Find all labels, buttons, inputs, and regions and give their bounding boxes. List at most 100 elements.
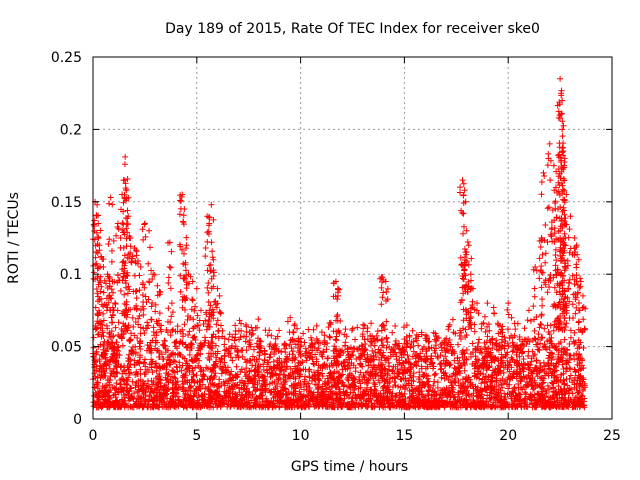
scatter-point bbox=[94, 324, 101, 331]
scatter-point bbox=[457, 184, 464, 191]
scatter-point bbox=[109, 201, 116, 208]
scatter-point bbox=[196, 317, 203, 324]
scatter-point bbox=[456, 327, 463, 334]
scatter-point bbox=[580, 304, 587, 311]
scatter-point bbox=[165, 239, 172, 246]
y-tick-label: 0.05 bbox=[51, 340, 82, 356]
scatter-point bbox=[120, 274, 127, 281]
scatter-point bbox=[559, 118, 566, 125]
scatter-point bbox=[177, 198, 184, 205]
scatter-point bbox=[197, 307, 204, 314]
scatter-point bbox=[557, 204, 564, 211]
scatter-point bbox=[557, 312, 564, 319]
scatter-point bbox=[384, 296, 391, 303]
scatter-point bbox=[567, 213, 574, 220]
scatter-point bbox=[565, 285, 572, 292]
scatter-point bbox=[546, 140, 553, 147]
scatter-point bbox=[536, 255, 543, 262]
scatter-point bbox=[182, 275, 189, 282]
axis-ticks: 0 5 10 15 20 25 0 0.05 0.1 0.15 0.2 0.25 bbox=[51, 50, 621, 444]
scatter-point bbox=[546, 284, 553, 291]
scatter-point bbox=[97, 318, 104, 325]
scatter-point bbox=[333, 328, 340, 335]
scatter-point bbox=[114, 279, 121, 286]
scatter-point bbox=[177, 288, 184, 295]
scatter-point bbox=[106, 283, 113, 290]
scatter-point bbox=[98, 283, 105, 290]
scatter-point bbox=[558, 238, 565, 245]
scatter-point bbox=[167, 264, 174, 271]
scatter-point bbox=[99, 256, 106, 263]
scatter-point bbox=[205, 222, 212, 229]
scatter-point bbox=[460, 230, 467, 237]
scatter-point bbox=[555, 188, 562, 195]
scatter-point bbox=[533, 314, 540, 321]
scatter-point bbox=[550, 274, 557, 281]
scatter-point bbox=[120, 244, 127, 251]
scatter-point bbox=[147, 244, 154, 251]
scatter-point bbox=[169, 309, 176, 316]
scatter-point bbox=[136, 272, 143, 279]
scatter-point bbox=[195, 322, 202, 329]
scatter-point bbox=[210, 283, 217, 290]
scatter-point bbox=[552, 251, 559, 258]
scatter-point bbox=[556, 170, 563, 177]
scatter-point bbox=[208, 239, 215, 246]
scatter-point bbox=[148, 303, 155, 310]
scatter-point bbox=[379, 274, 386, 281]
scatter-point bbox=[91, 227, 98, 234]
scatter-point bbox=[547, 272, 554, 279]
scatter-point bbox=[155, 317, 162, 324]
scatter-point bbox=[474, 300, 481, 307]
scatter-point bbox=[177, 272, 184, 279]
scatter-point bbox=[142, 233, 149, 240]
scatter-point bbox=[94, 201, 101, 208]
scatter-point bbox=[561, 177, 568, 184]
scatter-point bbox=[545, 204, 552, 211]
scatter-point bbox=[146, 278, 153, 285]
scatter-points bbox=[89, 75, 589, 411]
scatter-point bbox=[550, 162, 557, 169]
scatter-point bbox=[127, 249, 134, 256]
scatter-point bbox=[92, 304, 99, 311]
scatter-point bbox=[205, 289, 212, 296]
scatter-point bbox=[108, 258, 115, 265]
scatter-point bbox=[124, 269, 131, 276]
scatter-point bbox=[530, 266, 537, 273]
scatter-point bbox=[484, 300, 491, 307]
scatter-point bbox=[461, 187, 468, 194]
scatter-point bbox=[467, 314, 474, 321]
scatter-point bbox=[542, 250, 549, 257]
scatter-point bbox=[538, 268, 545, 275]
scatter-point bbox=[556, 324, 563, 331]
scatter-point bbox=[192, 303, 199, 310]
scatter-point bbox=[538, 178, 545, 185]
scatter-point bbox=[582, 305, 589, 312]
scatter-point bbox=[124, 311, 131, 318]
scatter-point bbox=[124, 176, 131, 183]
scatter-point bbox=[551, 239, 558, 246]
scatter-point bbox=[559, 225, 566, 232]
scatter-point bbox=[152, 301, 159, 308]
scatter-point bbox=[561, 155, 568, 162]
scatter-point bbox=[110, 289, 117, 296]
scatter-point bbox=[559, 282, 566, 289]
scatter-point bbox=[461, 284, 468, 291]
scatter-point bbox=[168, 300, 175, 307]
scatter-point bbox=[563, 320, 570, 327]
scatter-point bbox=[552, 262, 559, 269]
scatter-point bbox=[541, 325, 548, 332]
scatter-point bbox=[560, 241, 567, 248]
scatter-point bbox=[186, 328, 193, 335]
scatter-point bbox=[560, 204, 567, 211]
scatter-point bbox=[559, 133, 566, 140]
scatter-point bbox=[125, 194, 132, 201]
scatter-point bbox=[536, 275, 543, 282]
scatter-point bbox=[559, 164, 566, 171]
scatter-point bbox=[142, 293, 149, 300]
scatter-point bbox=[105, 240, 112, 247]
scatter-point bbox=[181, 250, 188, 257]
scatter-point bbox=[481, 313, 488, 320]
scatter-point bbox=[538, 321, 545, 328]
